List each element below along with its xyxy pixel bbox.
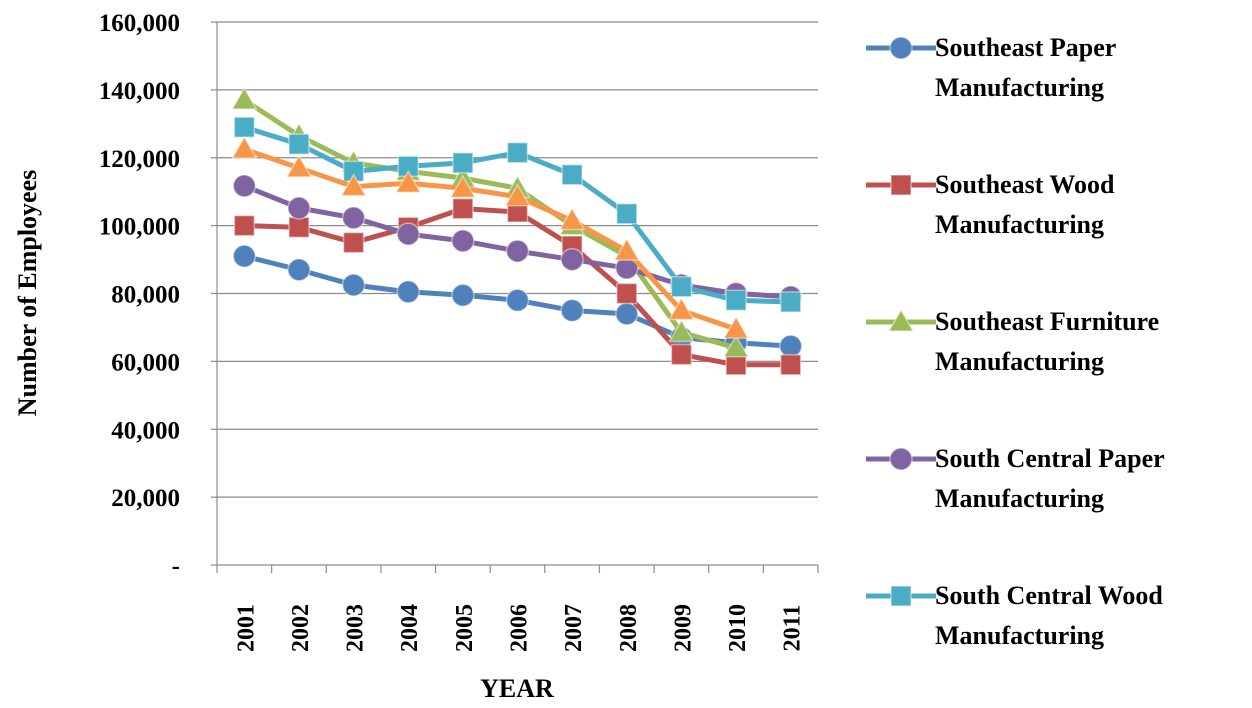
y-axis-label: Number of Employees xyxy=(13,170,42,417)
series-line xyxy=(242,97,737,351)
marker xyxy=(889,447,913,471)
marker xyxy=(890,174,912,196)
marker xyxy=(287,196,311,220)
marker xyxy=(615,302,639,326)
marker xyxy=(670,275,693,298)
marker xyxy=(613,237,641,261)
x-axis-label: YEAR xyxy=(480,674,554,703)
x-tick-label: 2008 xyxy=(616,604,642,652)
marker xyxy=(231,86,258,110)
marker xyxy=(341,206,366,230)
legend-label: Southeast Furniture Manufacturing xyxy=(935,307,1160,376)
legend-label: Southeast Paper Manufacturing xyxy=(935,33,1116,102)
series-line xyxy=(243,146,737,332)
x-tick-label: 2004 xyxy=(397,604,423,652)
x-tick-label: 2002 xyxy=(288,604,314,652)
marker xyxy=(722,315,750,339)
marker xyxy=(725,354,747,376)
marker xyxy=(558,207,586,231)
marker xyxy=(889,36,913,60)
y-tick-label: 20,000 xyxy=(111,485,180,512)
y-tick-label: 100,000 xyxy=(99,214,180,241)
y-tick-label: 120,000 xyxy=(99,146,180,173)
marker xyxy=(722,334,750,358)
marker xyxy=(779,354,802,376)
y-tick-label: 140,000 xyxy=(99,78,180,105)
legend-label: South Central Paper Manufacturing xyxy=(935,444,1165,513)
marker xyxy=(233,214,256,237)
marker xyxy=(890,585,912,607)
x-tick-label: 2010 xyxy=(725,604,751,652)
marker xyxy=(451,283,475,307)
marker xyxy=(504,183,531,207)
x-tick-label: 2005 xyxy=(452,604,478,652)
marker xyxy=(725,289,747,312)
x-tick-label: 2009 xyxy=(670,604,696,652)
marker xyxy=(505,288,530,313)
marker xyxy=(616,202,638,225)
marker xyxy=(285,154,313,178)
marker xyxy=(668,296,695,321)
marker xyxy=(231,135,258,160)
marker xyxy=(452,152,474,174)
marker xyxy=(616,282,638,305)
marker xyxy=(340,173,367,197)
marker xyxy=(561,163,583,186)
x-tick-label: 2001 xyxy=(233,604,259,652)
legend-label: Southeast Wood Manufacturing xyxy=(935,170,1115,239)
y-tick-label: 60,000 xyxy=(111,349,180,376)
marker xyxy=(396,280,420,304)
marker xyxy=(341,273,366,297)
marker xyxy=(670,343,693,366)
marker xyxy=(342,231,365,254)
marker xyxy=(449,174,477,199)
marker xyxy=(288,216,310,239)
marker xyxy=(451,229,475,253)
x-tick-label: 2006 xyxy=(507,604,533,652)
marker xyxy=(505,239,530,263)
legend-label: South Central Wood Manufacturing xyxy=(935,581,1163,650)
marker xyxy=(232,174,257,198)
x-tick-label: 2011 xyxy=(780,605,806,652)
marker xyxy=(560,247,584,272)
marker xyxy=(560,298,584,323)
marker xyxy=(287,257,311,282)
marker xyxy=(233,116,256,138)
y-tick-label: 40,000 xyxy=(111,417,180,444)
marker xyxy=(779,291,802,313)
y-tick-label: 160,000 xyxy=(99,10,180,37)
marker xyxy=(887,308,915,332)
marker xyxy=(452,197,474,220)
x-tick-label: 2007 xyxy=(561,604,587,652)
marker xyxy=(394,169,422,193)
marker xyxy=(668,319,695,343)
marker xyxy=(506,141,529,164)
marker xyxy=(396,222,420,246)
y-tick-label: - xyxy=(172,553,180,580)
marker xyxy=(778,334,803,358)
marker xyxy=(232,244,257,268)
x-tick-label: 2003 xyxy=(343,604,369,652)
y-tick-label: 80,000 xyxy=(111,282,180,309)
marker xyxy=(288,133,310,155)
